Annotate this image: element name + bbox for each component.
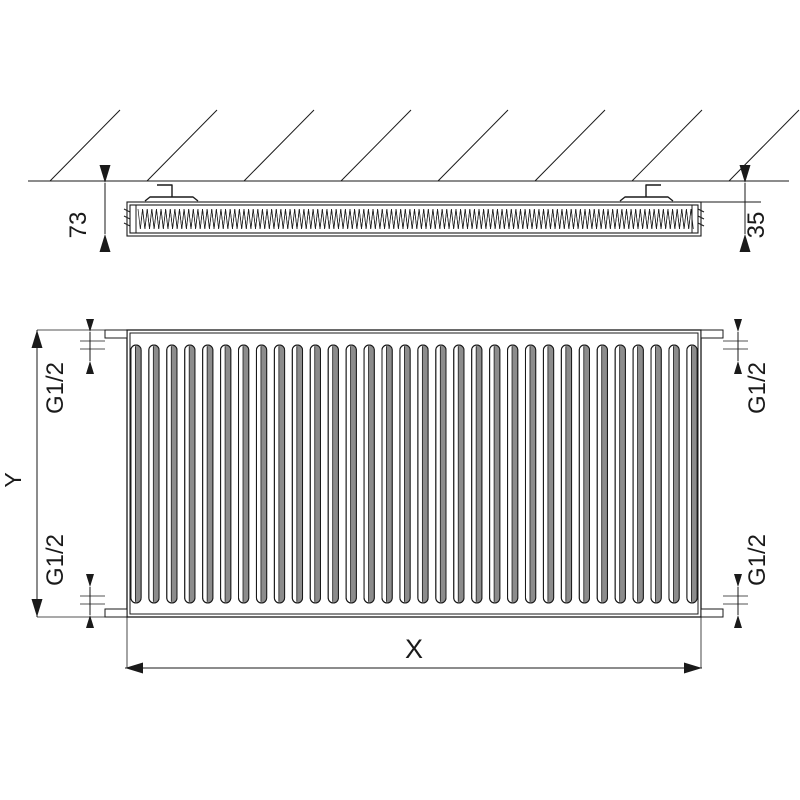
svg-text:G1/2: G1/2	[744, 362, 771, 414]
svg-text:X: X	[405, 634, 423, 664]
svg-text:G1/2: G1/2	[42, 362, 69, 414]
svg-text:G1/2: G1/2	[42, 534, 69, 586]
svg-text:G1/2: G1/2	[744, 534, 771, 586]
svg-text:Y: Y	[0, 472, 26, 487]
svg-text:73: 73	[65, 212, 92, 239]
svg-text:35: 35	[743, 212, 770, 239]
